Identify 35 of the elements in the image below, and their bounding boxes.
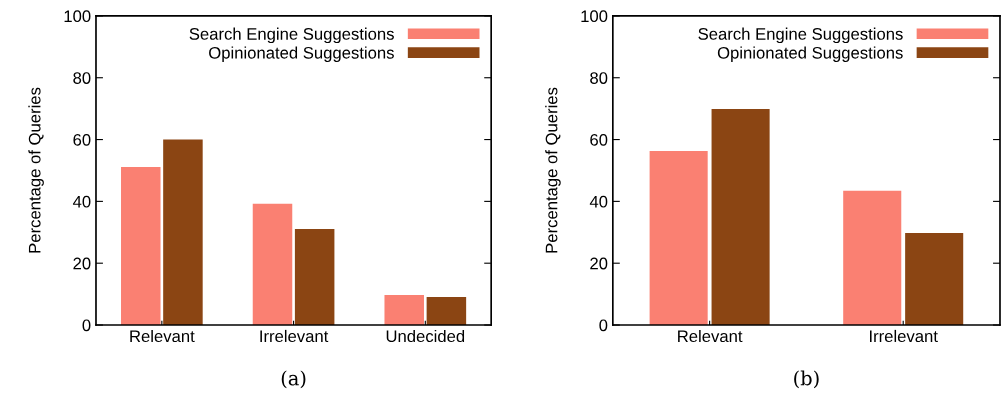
x-tick-label: Undecided [386,329,465,343]
x-axis-title: (b) [794,370,819,389]
bar [711,108,770,326]
bar [426,296,467,326]
bar [252,203,293,326]
y-tick-label: 0 [82,319,91,332]
x-tick-label: Relevant [678,329,743,343]
y-tick-label: 20 [73,257,91,270]
y-axis-title: Percentage of Queries [28,87,44,253]
y-tick-label: 100 [64,10,91,23]
y-axis-title: Percentage of Queries [545,87,561,253]
legend-label: Opinionated Suggestions [209,46,394,62]
legend-label: Search Engine Suggestions [189,27,394,44]
y-tick-label: 60 [590,133,608,146]
x-tick-label: Relevant [130,329,195,343]
legend-label: Opinionated Suggestions [717,46,903,62]
bar [905,232,964,326]
y-tick-label: 80 [73,72,91,84]
x-tick-label: Irrelevant [260,329,329,343]
bar [384,295,424,326]
y-tick-label: 0 [599,319,608,332]
bar [163,139,203,326]
bar [294,228,335,326]
y-tick-label: 40 [589,195,608,208]
y-tick-label: 20 [590,257,608,270]
y-tick-label: 100 [581,10,608,23]
x-tick-label: Irrelevant [870,329,938,343]
bar [649,151,708,326]
y-tick-label: 80 [590,72,608,84]
bar [843,190,902,326]
bar [121,167,161,326]
y-tick-label: 40 [72,195,91,208]
y-tick-label: 60 [73,133,91,146]
legend-label: Search Engine Suggestions [698,27,903,44]
x-axis-title: (a) [281,370,306,389]
